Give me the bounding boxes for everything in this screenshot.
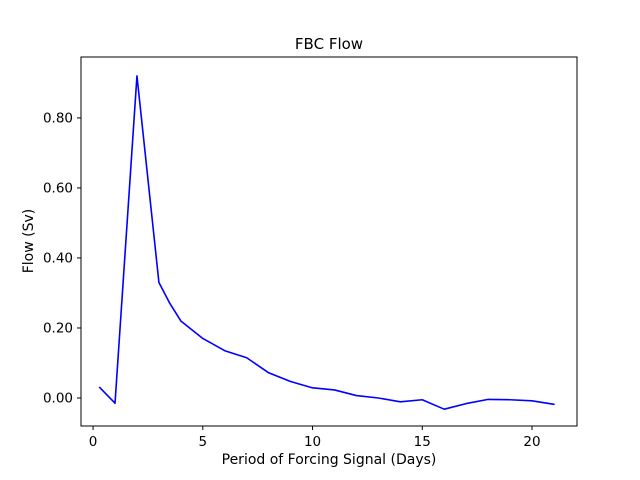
y-axis-label: Flow (Sv) <box>21 208 37 274</box>
y-tick-label: 0.80 <box>43 110 73 126</box>
x-tick-label: 0 <box>89 434 98 450</box>
x-tick-label: 15 <box>414 434 431 450</box>
plot-border <box>80 56 578 427</box>
x-axis-label: Period of Forcing Signal (Days) <box>221 452 437 468</box>
flow-line <box>98 75 555 411</box>
x-tick-label: 10 <box>304 434 321 450</box>
x-tick-label: 5 <box>199 434 208 450</box>
y-tick-label: 0.40 <box>43 250 73 266</box>
chart-title: FBC Flow <box>294 35 364 53</box>
x-tick-label: 20 <box>523 434 540 450</box>
y-tick-label: 0.60 <box>43 180 73 196</box>
y-tick-label: 0.20 <box>43 320 73 336</box>
y-tick-label: 0.00 <box>43 390 73 406</box>
